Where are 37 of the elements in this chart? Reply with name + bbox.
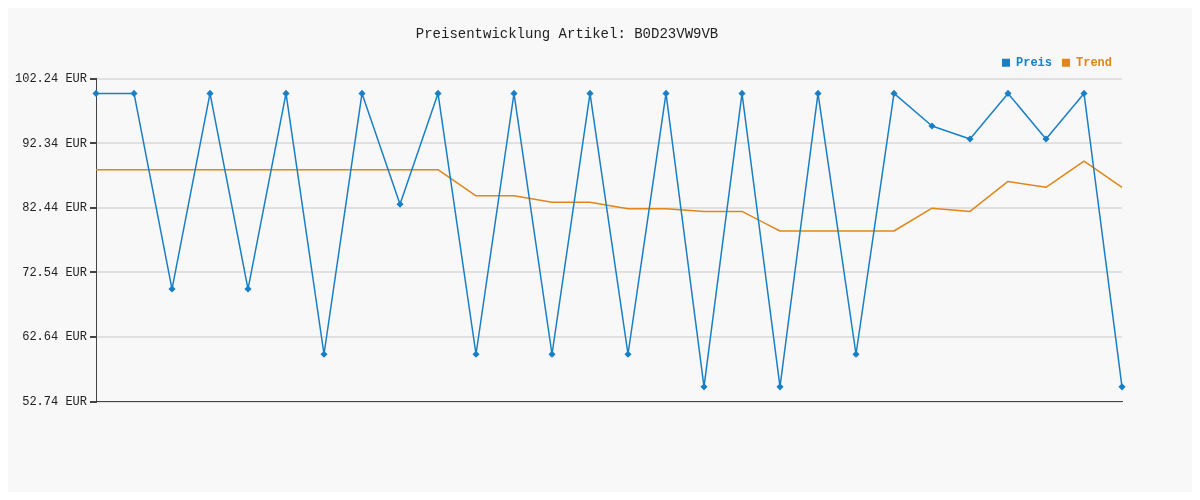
point (1004, 90, 1012, 97)
point (1080, 90, 1088, 97)
point (396, 201, 404, 208)
point (928, 122, 936, 130)
point (738, 90, 746, 97)
point (1118, 383, 1126, 391)
y-tick-label: 102.24 EUR (15, 71, 88, 86)
point (434, 90, 442, 97)
chart-title: Preisentwicklung Artikel: B0D23VW9VB (415, 26, 719, 43)
legend-label: Trend (1075, 55, 1113, 70)
point (700, 383, 708, 391)
y-tick-label: 82.44 EUR (22, 201, 88, 216)
y-tick-label: 52.74 EUR (22, 394, 88, 409)
point (814, 90, 822, 97)
y-tick-label: 92.34 EUR (22, 136, 88, 151)
point (662, 90, 670, 97)
point (890, 90, 898, 97)
point (244, 285, 252, 293)
point (320, 351, 328, 358)
legend-label: Preis (1015, 55, 1052, 70)
point (472, 351, 480, 358)
point (624, 351, 632, 358)
point (92, 90, 100, 97)
y-tick-label: 62.64 EUR (22, 330, 88, 345)
point (1042, 135, 1050, 143)
point (548, 351, 556, 358)
point (282, 90, 290, 97)
point (776, 383, 784, 391)
point (206, 90, 214, 97)
point (852, 351, 860, 358)
point (358, 90, 366, 97)
point (510, 90, 518, 97)
point (586, 90, 594, 97)
point (966, 135, 974, 143)
point (130, 90, 138, 97)
y-tick-label: 72.54 EUR (22, 265, 88, 280)
point (168, 285, 176, 293)
